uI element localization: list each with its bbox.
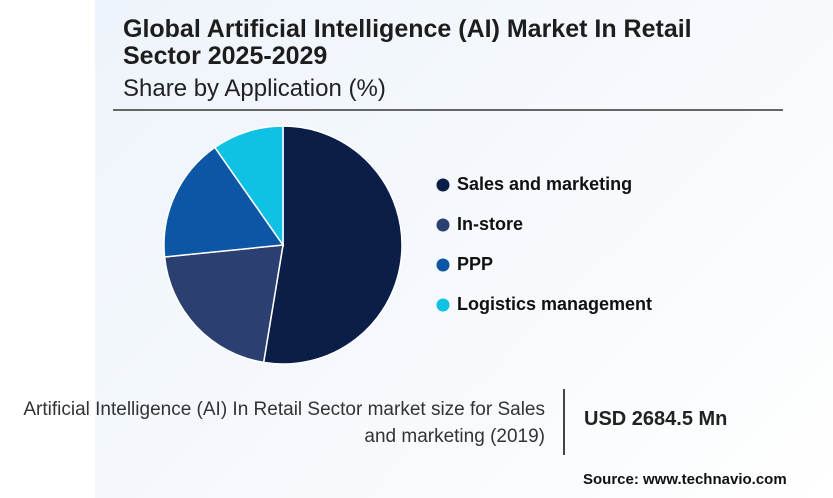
legend-label: Logistics management [457,294,652,314]
legend-marker [436,258,450,272]
chart-title: Global Artificial Intelligence (AI) Mark… [123,15,692,70]
pie-slice [163,146,285,258]
legend-marker [436,298,450,312]
legend-label: PPP [457,254,493,274]
legend-marker [436,178,450,192]
divider [113,109,783,111]
description: Artificial Intelligence (AI) In Retail S… [23,399,545,447]
pie-slice [262,125,403,365]
legend-marker [436,218,450,232]
pie-slice [213,125,284,248]
pie-slice [163,244,284,364]
divider [563,389,565,455]
market-value: USD 2684.5 Mn [584,408,728,430]
chart-subtitle: Share by Application (%) [123,75,386,102]
legend-label: Sales and marketing [457,174,632,194]
legend-label: In-store [457,214,523,234]
source: Source: www.technavio.com [583,471,787,488]
